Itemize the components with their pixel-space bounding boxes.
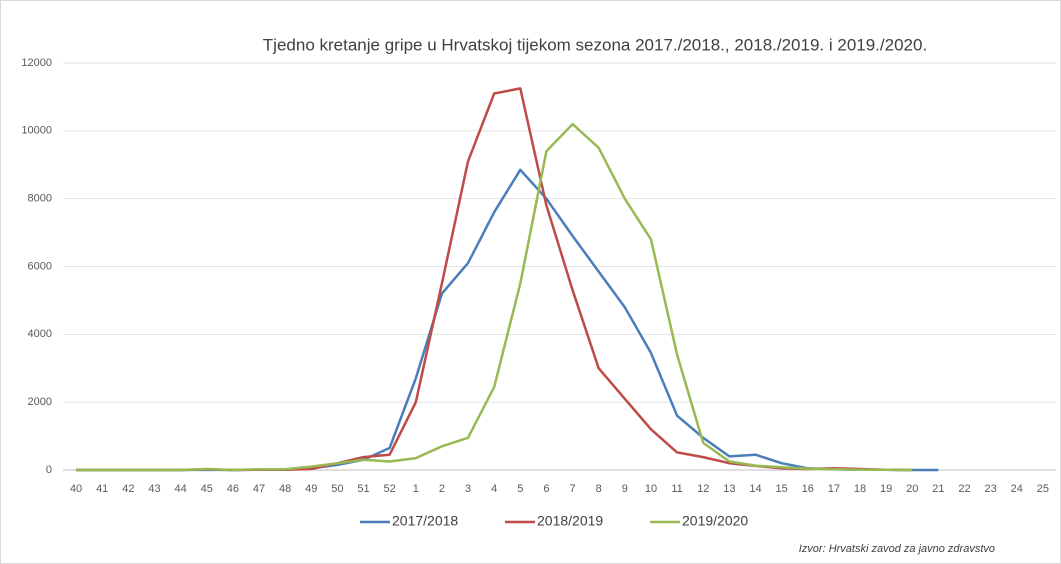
y-tick-label: 6000 [28, 260, 52, 272]
x-tick-label: 41 [96, 483, 108, 495]
x-tick-label: 24 [1011, 483, 1023, 495]
x-tick-label: 14 [749, 483, 761, 495]
x-tick-label: 22 [958, 483, 970, 495]
x-tick-label: 17 [828, 483, 840, 495]
x-tick-label: 51 [357, 483, 369, 495]
x-tick-label: 8 [596, 483, 602, 495]
x-tick-label: 44 [174, 483, 186, 495]
y-tick-label: 10000 [21, 125, 52, 137]
legend-label: 2017/2018 [392, 513, 458, 529]
y-tick-label: 12000 [21, 57, 52, 69]
x-tick-label: 49 [305, 483, 317, 495]
x-tick-label: 46 [227, 483, 239, 495]
x-tick-label: 48 [279, 483, 291, 495]
legend-label: 2019/2020 [682, 513, 748, 529]
y-tick-label: 8000 [28, 193, 52, 205]
x-tick-label: 16 [802, 483, 814, 495]
x-tick-label: 10 [645, 483, 657, 495]
x-tick-label: 43 [148, 483, 160, 495]
x-tick-label: 4 [491, 483, 497, 495]
legend-label: 2018/2019 [537, 513, 603, 529]
x-tick-label: 23 [985, 483, 997, 495]
x-tick-label: 6 [543, 483, 549, 495]
x-tick-label: 11 [671, 483, 682, 495]
x-tick-label: 13 [723, 483, 735, 495]
x-tick-label: 40 [70, 483, 82, 495]
x-tick-label: 45 [201, 483, 213, 495]
source-note: Izvor: Hrvatski zavod za javno zdravstvo [799, 543, 995, 555]
x-tick-label: 3 [465, 483, 471, 495]
x-tick-label: 7 [570, 483, 576, 495]
x-tick-label: 47 [253, 483, 265, 495]
x-tick-label: 25 [1037, 483, 1049, 495]
x-tick-label: 52 [384, 483, 396, 495]
x-tick-label: 21 [932, 483, 944, 495]
x-tick-label: 1 [413, 483, 419, 495]
x-tick-label: 19 [880, 483, 892, 495]
x-tick-label: 20 [906, 483, 918, 495]
x-tick-label: 2 [439, 483, 445, 495]
y-tick-label: 4000 [28, 328, 52, 340]
chart-title: Tjedno kretanje gripe u Hrvatskoj tijeko… [263, 35, 927, 54]
x-tick-label: 5 [517, 483, 523, 495]
x-tick-label: 50 [331, 483, 343, 495]
y-tick-label: 0 [46, 464, 52, 476]
y-tick-label: 2000 [28, 396, 52, 408]
x-tick-label: 42 [122, 483, 134, 495]
series-line [76, 122, 913, 472]
x-tick-label: 12 [697, 483, 709, 495]
x-tick-label: 18 [854, 483, 866, 495]
x-tick-label: 9 [622, 483, 628, 495]
x-tick-label: 15 [775, 483, 787, 495]
